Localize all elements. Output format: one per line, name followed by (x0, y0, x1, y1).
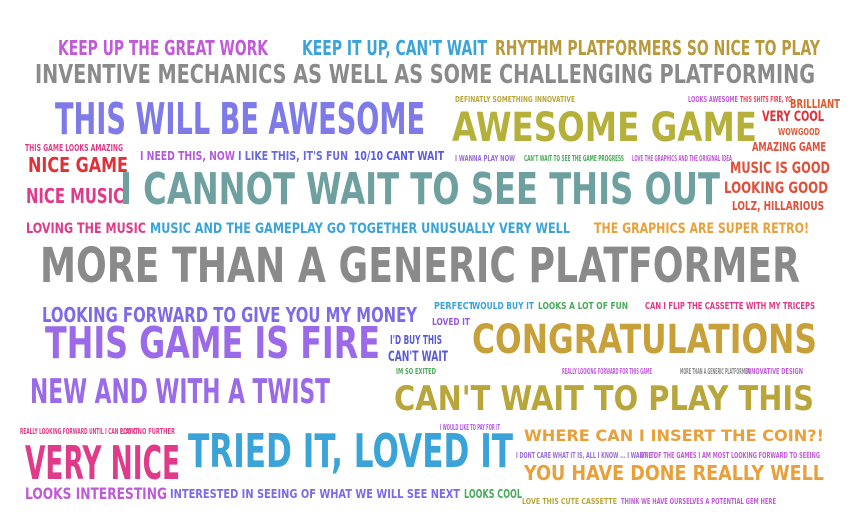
phrase-music-and-the-gameplay-go-together-unusually-very-well: MUSIC AND THE GAMEPLAY GO TOGETHER UNUSU… (150, 221, 570, 237)
phrase-looks-interesting: LOOKS INTERESTING (25, 484, 168, 503)
phrase-can-t-wait-to-play-this: CAN'T WAIT TO PLAY THIS (394, 379, 815, 419)
phrase-brilliant: BRILLIANT (790, 97, 840, 111)
phrase-10-10-cant-wait: 10/10 CANT WAIT (354, 149, 444, 163)
phrase-amazing-game: AMAZING GAME (752, 140, 827, 154)
phrase-i-dont-care-what-it-is-all-i-know-i-want-it: I DONT CARE WHAT IT IS, ALL I KNOW ... I… (516, 451, 656, 460)
phrase-looks-cool: LOOKS COOL (464, 487, 523, 501)
phrase-innovative-design: INNOVATIVE DESIGN (745, 367, 804, 376)
phrase-think-we-have-ourselves-a-potential-gem-here: THINK WE HAVE OURSELVES A POTENTIAL GEM … (621, 497, 777, 506)
phrase-look-no-further: LOOK NO FURTHER (120, 427, 176, 436)
phrase-interested-in-seeing-of-what-we-will-see-next: INTERESTED IN SEEING OF WHAT WE WILL SEE… (170, 487, 460, 501)
phrase-nice-music: NICE MUSIC (26, 184, 124, 208)
phrase-definatly-something-innovative: DEFINATLY SOMETHING INNOVATIVE (455, 95, 576, 104)
phrase-looks-awesome: LOOKS AWESOME (688, 95, 739, 104)
phrase-loving-the-music: LOVING THE MUSIC (26, 221, 146, 237)
phrase-can-i-flip-the-cassette-with-my-triceps: CAN I FLIP THE CASSETTE WITH MY TRICEPS (645, 301, 816, 312)
phrase-i-cannot-wait-to-see-this-out: I CANNOT WAIT TO SEE THIS OUT (120, 164, 720, 215)
phrase-music-is-good: MUSIC IS GOOD (730, 158, 831, 177)
phrase-tried-it-loved-it: TRIED IT, LOVED IT (188, 424, 514, 478)
phrase-i-need-this-now: I NEED THIS, NOW (140, 149, 235, 163)
phrase-im-so-exited: IM SO EXITED (396, 367, 437, 376)
phrase-keep-up-the-great-work: KEEP UP THE GREAT WORK (58, 36, 268, 60)
phrase-congratulations: CONGRATULATIONS (472, 317, 818, 363)
phrase-love-this-cute-cassette: LOVE THIS CUTE CASSETTE (522, 497, 617, 506)
phrase-lolz-hillarious: LOLZ, HILLARIOUS (732, 199, 825, 213)
phrase-keep-it-up-can-t-wait: KEEP IT UP, CAN'T WAIT (302, 36, 488, 60)
phrase-looking-forward-to-give-you-my-money: LOOKING FORWARD TO GIVE YOU MY MONEY (42, 303, 417, 327)
phrase-rhythm-platformers-so-nice-to-play: RHYTHM PLATFORMERS SO NICE TO PLAY (495, 36, 821, 60)
phrase-you-have-done-really-well: YOU HAVE DONE REALLY WELL (524, 461, 824, 485)
phrase-more-than-a-generic-platformer: MORE THAN A GENERIC PLATFORMER (40, 238, 801, 294)
phrase-really-looking-forward-until-i-can-play-it: REALLY LOOKING FORWARD UNTIL I CAN PLAY … (20, 427, 138, 436)
phrase-perfect: PERFECT (434, 301, 474, 312)
phrase-one-of-the-games-i-am-most-looking-forward-to-seeing: ONE OF THE GAMES I AM MOST LOOKING FORWA… (640, 451, 820, 460)
phrase-i-like-this-it-s-fun: I LIKE THIS, IT'S FUN (238, 149, 348, 163)
phrase-i-d-buy-this: I'D BUY THIS (390, 333, 443, 347)
phrase-looking-good: LOOKING GOOD (724, 178, 829, 197)
phrase-i-would-like-to-pay-for-it: I WOULD LIKE TO PAY FOR IT (440, 423, 500, 432)
phrase-the-graphics-are-super-retro: THE GRAPHICS ARE SUPER RETRO! (594, 221, 810, 237)
phrase-where-can-i-insert-the-coin: WHERE CAN I INSERT THE COIN?! (524, 426, 825, 445)
phrase-i-wanna-play-now: I WANNA PLAY NOW (455, 154, 516, 163)
phrase-love-the-graphics-and-the-original-idea: LOVE THE GRAPHICS AND THE ORIGINAL IDEA (632, 154, 732, 163)
phrase-this-will-be-awesome: THIS WILL BE AWESOME (55, 94, 426, 145)
phrase-this-game-looks-amazing: THIS GAME LOOKS AMAZING (25, 143, 123, 154)
phrase-really-looking-forward-for-this-game: REALLY LOOKING FORWARD FOR THIS GAME (562, 367, 652, 376)
phrase-would-buy-it: WOULD BUY IT (472, 301, 535, 312)
phrase-wowgood: WOWGOOD (778, 127, 820, 138)
phrase-new-and-with-a-twist: NEW AND WITH A TWIST (30, 372, 330, 412)
phrase-awesome-game: AWESOME GAME (452, 105, 758, 151)
phrase-this-shits-fire-yo: THIS SHITS FIRE, YO (740, 95, 793, 104)
phrase-looks-a-lot-of-fun: LOOKS A LOT OF FUN (538, 301, 629, 312)
phrase-nice-game: NICE GAME (28, 153, 128, 177)
phrase-very-cool: VERY COOL (762, 109, 825, 125)
phrase-can-t-wait-to-see-the-game-progress: CAN'T WAIT TO SEE THE GAME PROGRESS (524, 154, 624, 163)
phrase-loved-it: LOVED IT (432, 317, 470, 328)
phrase-inventive-mechanics-as-well-as-some-challenging-platforming: INVENTIVE MECHANICS AS WELL AS SOME CHAL… (35, 60, 816, 90)
phrase-can-t-wait: CAN'T WAIT (388, 349, 448, 365)
phrase-this-game-is-fire: THIS GAME IS FIRE (45, 318, 381, 369)
phrase-more-than-a-generic-platformer: MORE THAN A GENERIC PLATFORMER (680, 367, 750, 376)
phrase-very-nice: VERY NICE (25, 436, 180, 490)
